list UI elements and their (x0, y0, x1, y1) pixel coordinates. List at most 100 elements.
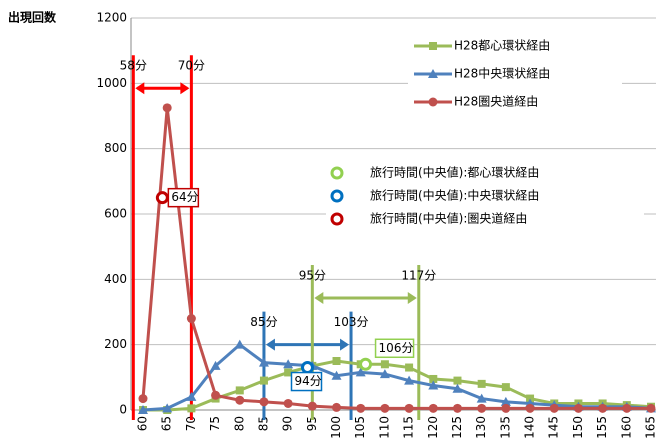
legend-label: 旅行時間(中央値):圏央道経由 (370, 211, 527, 226)
x-tick-label: 110 (377, 416, 391, 439)
median-marker (155, 191, 169, 205)
marker (187, 404, 196, 413)
x-tick-label: 95 (305, 416, 319, 431)
median-label: 64分 (171, 190, 198, 204)
x-tick-label: 155 (595, 416, 609, 439)
marker (356, 403, 366, 413)
y-tick-label: 1200 (96, 11, 127, 25)
legend-label: H28圏央道経由 (454, 95, 538, 109)
marker (405, 363, 414, 372)
x-tick-label: 100 (329, 416, 343, 439)
marker (622, 403, 632, 413)
x-tick-label: 65 (160, 416, 174, 431)
marker (404, 375, 415, 385)
marker (501, 403, 511, 413)
x-tick-label: 90 (281, 416, 295, 431)
marker (452, 403, 462, 413)
marker (646, 403, 656, 413)
x-tick-label: 135 (498, 416, 512, 439)
legend-label: 旅行時間(中央値):都心環状経由 (370, 165, 539, 180)
marker (258, 357, 269, 367)
legend-label: H28都心環状経由 (454, 39, 550, 53)
x-tick-label: 60 (136, 416, 150, 431)
series-line (142, 342, 652, 412)
marker (428, 97, 438, 107)
arrow-head (180, 82, 190, 95)
marker (380, 403, 390, 413)
legend-box (326, 158, 644, 234)
marker (186, 391, 197, 401)
y-tick-label: 0 (119, 403, 127, 417)
marker (331, 370, 342, 380)
y-tick-label: 200 (104, 337, 127, 351)
median-marker (359, 357, 373, 371)
x-tick-label: 130 (474, 416, 488, 439)
marker (452, 383, 463, 393)
y-axis-label: 出現回数 (8, 10, 57, 25)
marker (210, 360, 221, 370)
marker (162, 103, 172, 113)
x-tick-label: 75 (208, 416, 222, 431)
marker (380, 360, 389, 369)
series-line (141, 107, 651, 410)
range-label: 117分 (401, 268, 436, 282)
y-tick-label: 600 (104, 207, 127, 221)
marker (525, 403, 535, 413)
marker (235, 386, 244, 395)
x-tick-label: 105 (353, 416, 367, 439)
marker (429, 42, 437, 50)
marker (428, 69, 438, 78)
range-label: 85分 (250, 315, 277, 329)
marker (284, 368, 293, 377)
y-tick-label: 400 (104, 272, 127, 286)
marker (477, 403, 487, 413)
range-label: 58分 (120, 59, 147, 73)
marker (283, 398, 293, 408)
median-label-box (290, 371, 323, 392)
median-label: 94分 (294, 374, 321, 388)
marker (283, 359, 294, 369)
marker (453, 376, 462, 385)
marker (379, 369, 390, 379)
marker (428, 380, 439, 390)
arrow-head (265, 338, 275, 351)
marker (598, 403, 608, 413)
median-label-box (374, 338, 415, 359)
x-tick-label: 115 (402, 416, 416, 439)
marker (138, 405, 148, 414)
marker (476, 393, 487, 403)
marker (501, 383, 510, 392)
marker (573, 403, 583, 413)
marker (355, 367, 366, 377)
marker (162, 403, 173, 413)
y-tick-label: 800 (104, 141, 127, 155)
x-tick-label: 160 (619, 416, 633, 439)
arrow-head (340, 338, 350, 351)
x-tick-label: 165 (644, 416, 658, 439)
median-label-box (167, 187, 200, 208)
marker (429, 374, 438, 383)
legend-marker (330, 212, 344, 226)
marker (186, 314, 196, 324)
marker (234, 339, 245, 349)
marker (477, 379, 486, 388)
arrow-head (407, 291, 417, 304)
range-label: 95分 (299, 268, 326, 282)
marker (138, 394, 148, 404)
marker (259, 376, 268, 385)
median-label: 106分 (379, 341, 414, 355)
legend-label: H28中央環状経由 (454, 66, 550, 81)
marker (428, 403, 438, 413)
marker (549, 403, 559, 413)
arrow-head (135, 82, 145, 95)
series-line (143, 359, 652, 412)
x-tick-label: 120 (426, 416, 440, 439)
range-label: 103分 (334, 315, 369, 329)
x-tick-label: 125 (450, 416, 464, 439)
legend-label: 旅行時間(中央値):中央環状経由 (370, 188, 539, 203)
range-label: 70分 (178, 59, 205, 73)
x-tick-label: 70 (184, 416, 198, 431)
x-tick-label: 80 (232, 416, 246, 431)
marker (235, 395, 245, 405)
